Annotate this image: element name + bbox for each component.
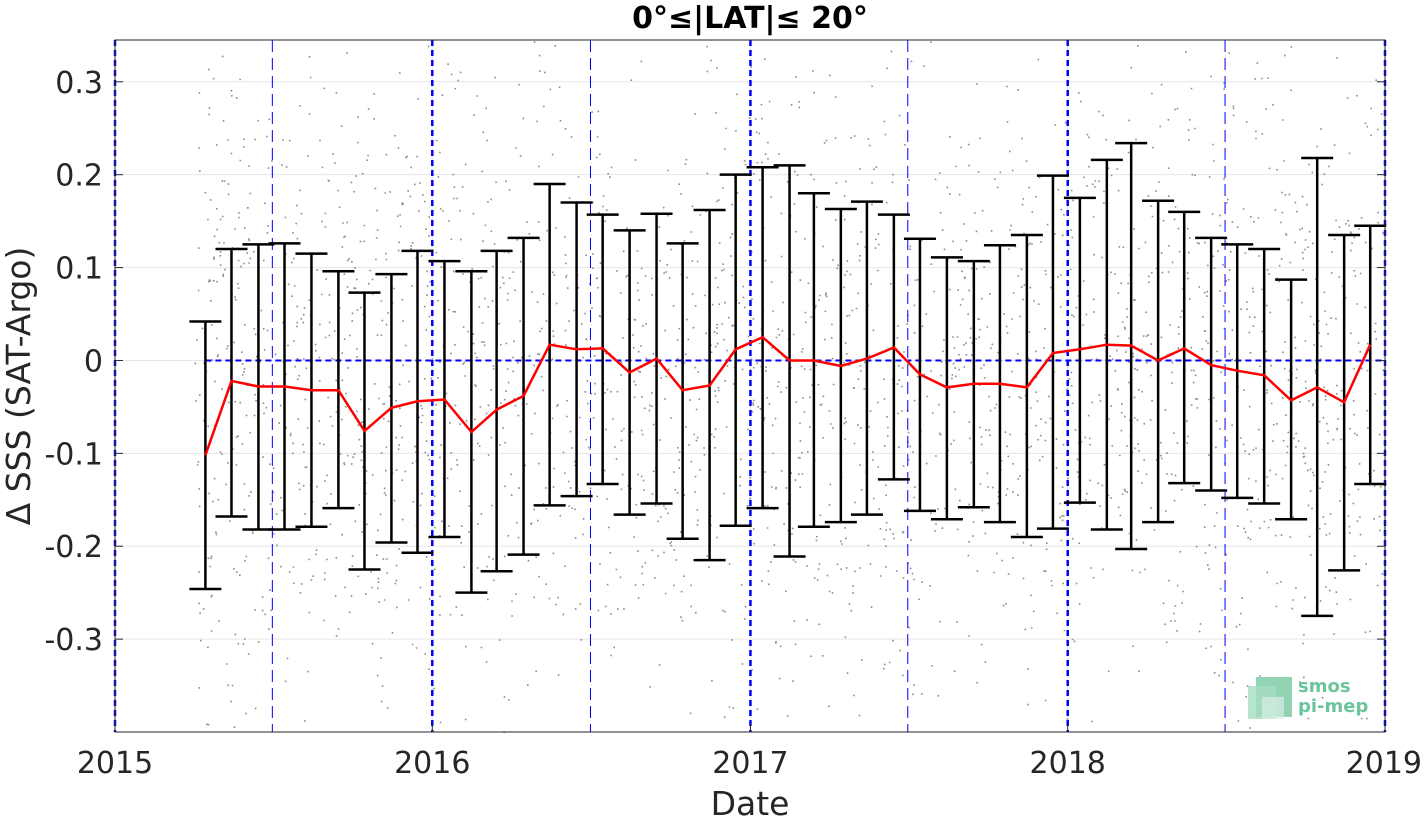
y-tick-label-1: 0.2 bbox=[55, 159, 103, 194]
x-tick-label-0: 2015 bbox=[77, 746, 153, 781]
x-tick-label-4: 2019 bbox=[1346, 746, 1422, 781]
y-tick-label-2: 0.1 bbox=[55, 252, 103, 287]
logo-line2: pi-mep bbox=[1298, 696, 1368, 717]
chart-title: 0°≤|LAT|≤ 20° bbox=[632, 1, 868, 36]
x-tick-label-3: 2018 bbox=[1030, 746, 1106, 781]
x-tick-label-1: 2016 bbox=[394, 746, 470, 781]
logo-line1: smos bbox=[1298, 676, 1351, 697]
logo-icon bbox=[1248, 677, 1292, 719]
y-axis-title: Δ SSS (SAT-Argo) bbox=[0, 247, 38, 526]
y-tick-label-0: 0.3 bbox=[55, 66, 103, 101]
tick-labels: 0.3 0.2 0.1 0 -0.1 -0.2 -0.3 2015 2016 2017 2018 20… bbox=[44, 66, 1422, 781]
y-tick-label-5: -0.2 bbox=[44, 530, 103, 565]
x-axis-title: Date bbox=[711, 784, 790, 819]
y-tick-label-3: 0 bbox=[84, 344, 103, 379]
error-bars bbox=[189, 141, 1387, 618]
mean-line-layer bbox=[204, 335, 1372, 456]
error-bar-44 bbox=[1354, 224, 1387, 486]
y-tick-label-6: -0.3 bbox=[44, 623, 103, 658]
mean-line bbox=[204, 335, 1372, 456]
y-tick-label-4: -0.1 bbox=[44, 437, 103, 472]
smos-pi-mep-logo: smos pi-mep bbox=[1248, 676, 1368, 719]
x-tick-label-2: 2017 bbox=[712, 746, 788, 781]
